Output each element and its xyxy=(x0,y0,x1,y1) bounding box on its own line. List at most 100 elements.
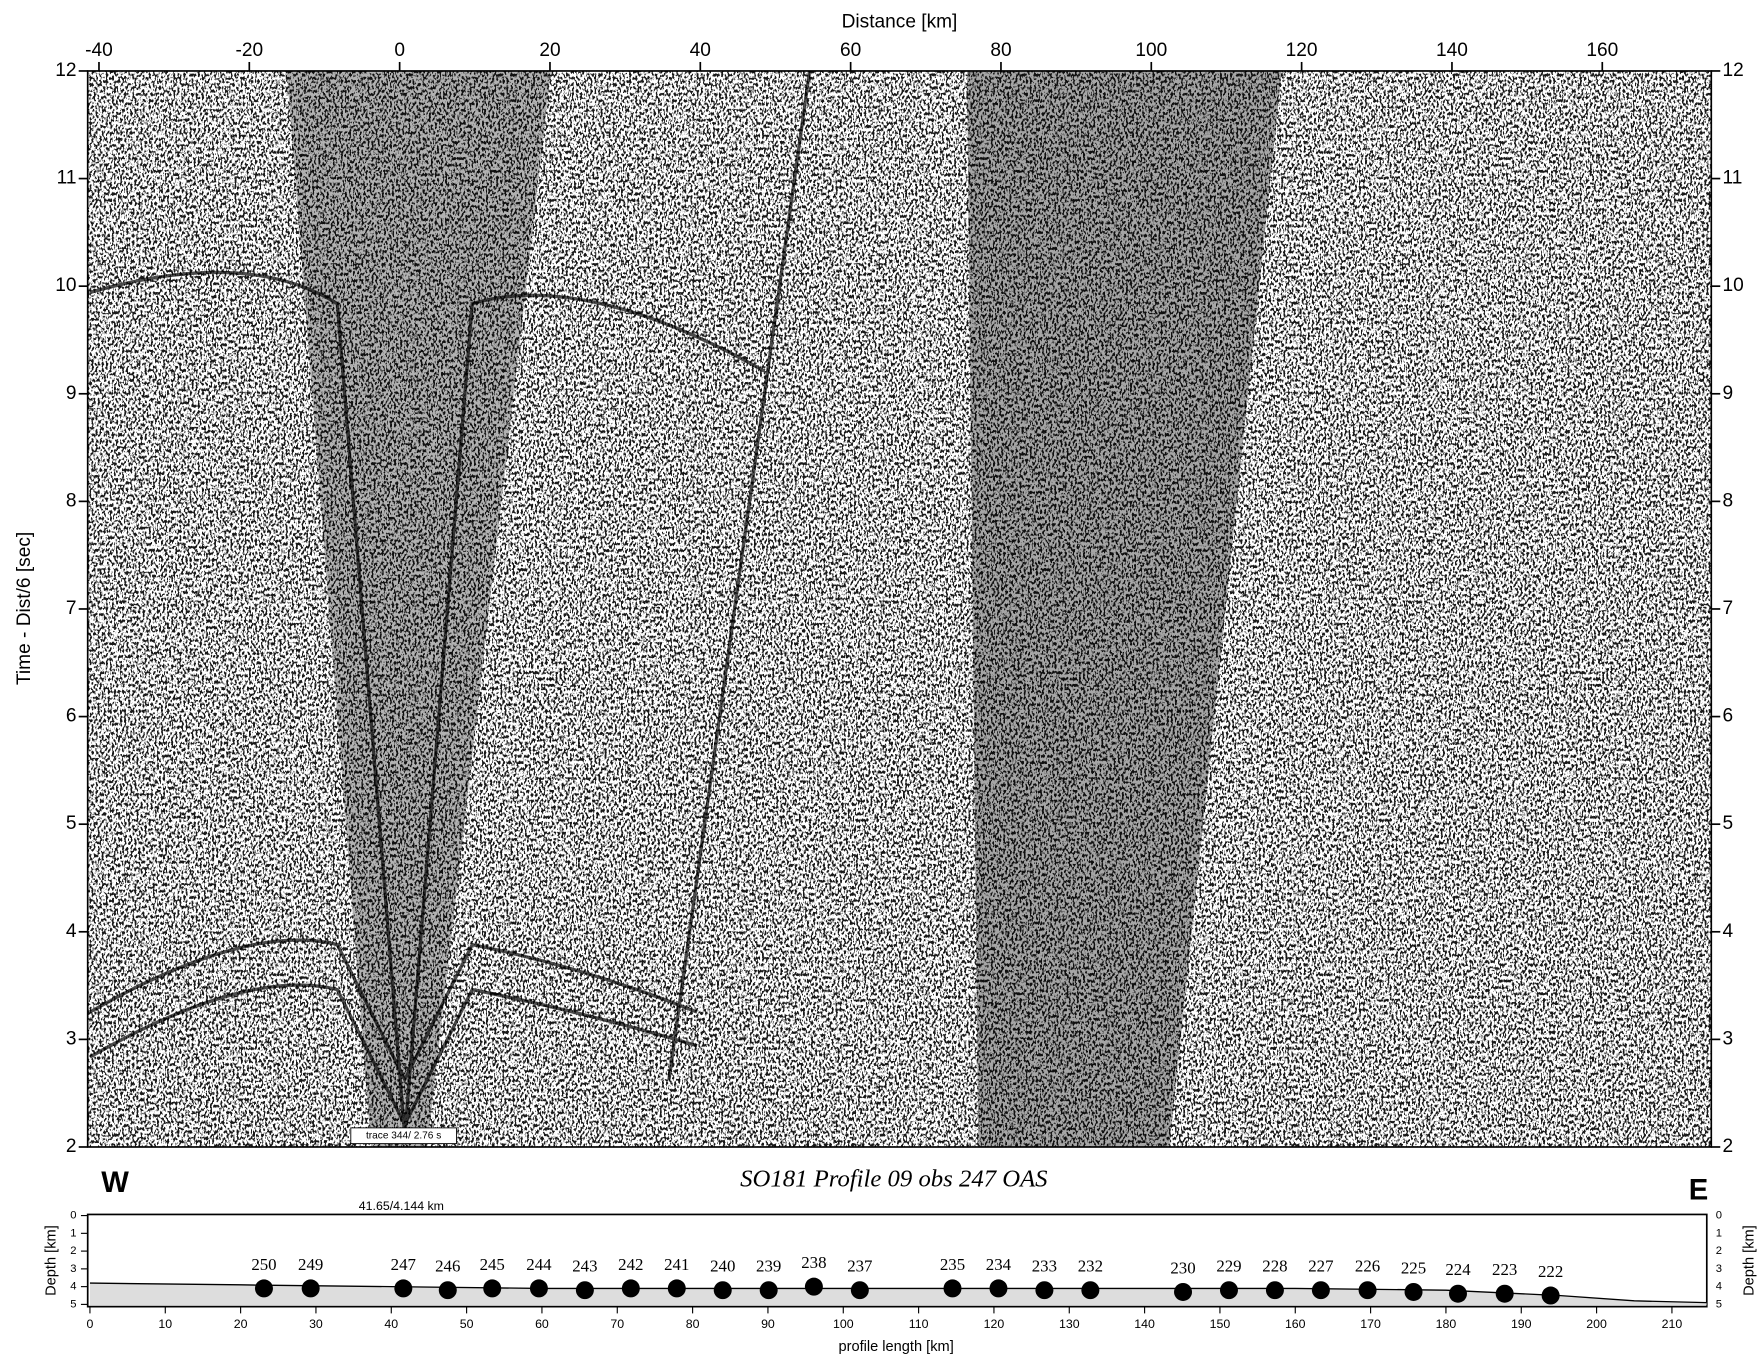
station-label: 228 xyxy=(1262,1257,1287,1276)
station xyxy=(621,1279,640,1298)
x-tick-label: 60 xyxy=(840,40,861,61)
station-label: 234 xyxy=(986,1255,1012,1274)
y-axis-label: Depth [km] xyxy=(44,1225,60,1296)
station-label: 237 xyxy=(847,1257,872,1276)
x-tick-label: 20 xyxy=(539,40,560,61)
x-tick-label: 90 xyxy=(761,1317,775,1331)
x-tick-label: 140 xyxy=(1436,40,1468,61)
station-label: 224 xyxy=(1445,1260,1471,1279)
y-tick-label: 2 xyxy=(1723,1136,1734,1157)
y-tick-label: 1 xyxy=(70,1227,76,1239)
station xyxy=(1219,1281,1238,1300)
x-tick-label: 190 xyxy=(1511,1317,1532,1331)
y-tick-label: 4 xyxy=(70,1281,76,1293)
x-tick-label: 170 xyxy=(1360,1317,1381,1331)
station xyxy=(1035,1281,1054,1300)
y-tick-label: 5 xyxy=(70,1298,76,1310)
station xyxy=(713,1281,732,1300)
y-tick-label: 8 xyxy=(1723,490,1734,511)
x-tick-label: 130 xyxy=(1059,1317,1080,1331)
station xyxy=(804,1277,823,1296)
east-label: E xyxy=(1689,1175,1709,1207)
y-tick-label: 1 xyxy=(1716,1227,1722,1239)
x-tick-label: 110 xyxy=(909,1317,929,1331)
y-tick-label: 9 xyxy=(1723,383,1734,404)
station-label: 245 xyxy=(480,1255,505,1274)
station-label: 229 xyxy=(1216,1257,1241,1276)
station-label: 235 xyxy=(940,1255,965,1274)
annotation: 41.65/4.144 km xyxy=(359,1199,444,1213)
y-tick-label: 5 xyxy=(1723,813,1734,834)
x-tick-label: -20 xyxy=(235,40,263,61)
station xyxy=(759,1281,778,1300)
y-tick-label: 0 xyxy=(1716,1210,1722,1222)
seismic-image xyxy=(87,70,1712,1147)
station xyxy=(1174,1282,1193,1301)
y-tick-label: 10 xyxy=(1723,275,1744,296)
station-label: 238 xyxy=(801,1253,826,1272)
station xyxy=(1265,1281,1284,1300)
x-tick-label: 20 xyxy=(234,1317,248,1331)
station xyxy=(943,1279,962,1298)
x-tick-label: 180 xyxy=(1436,1317,1457,1331)
y-tick-label: 3 xyxy=(1716,1263,1722,1275)
station-label: 249 xyxy=(298,1255,323,1274)
x-tick-label: 120 xyxy=(984,1317,1005,1331)
y-tick-label: 11 xyxy=(57,168,77,189)
y-tick-label: 12 xyxy=(1723,60,1744,81)
station xyxy=(1311,1281,1330,1300)
y-tick-label: 6 xyxy=(1723,706,1734,727)
y-tick-label: 3 xyxy=(70,1263,76,1275)
x-tick-label: 160 xyxy=(1285,1317,1306,1331)
station-label: 225 xyxy=(1401,1258,1426,1277)
y-tick-label: 5 xyxy=(66,813,77,834)
station xyxy=(667,1279,686,1298)
station xyxy=(1358,1281,1377,1300)
x-tick-label: 100 xyxy=(1135,40,1167,61)
y-axis-label: Depth [km] xyxy=(1741,1225,1757,1296)
x-tick-label: 200 xyxy=(1586,1317,1607,1331)
station-label: 242 xyxy=(618,1255,643,1274)
station-label: 223 xyxy=(1492,1260,1517,1279)
station xyxy=(529,1279,548,1298)
y-tick-label: 4 xyxy=(66,921,77,942)
x-tick-label: -40 xyxy=(85,40,113,61)
x-tick-label: 150 xyxy=(1210,1317,1231,1331)
y-axis-label: Time - Dist/6 [sec] xyxy=(14,532,35,685)
y-tick-label: 6 xyxy=(66,706,77,727)
station-label: 243 xyxy=(572,1257,597,1276)
x-tick-label: 40 xyxy=(384,1317,398,1331)
x-tick-label: 140 xyxy=(1134,1317,1155,1331)
station-label: 240 xyxy=(710,1257,735,1276)
station xyxy=(989,1279,1008,1298)
x-tick-label: 100 xyxy=(833,1317,854,1331)
y-tick-label: 4 xyxy=(1716,1281,1722,1293)
x-tick-label: 80 xyxy=(686,1317,700,1331)
station-label: 246 xyxy=(435,1257,460,1276)
station xyxy=(1541,1286,1560,1305)
station xyxy=(1495,1284,1514,1303)
x-tick-label: 0 xyxy=(87,1317,94,1331)
x-tick-label: 30 xyxy=(309,1317,323,1331)
x-tick-label: 80 xyxy=(990,40,1011,61)
y-tick-label: 8 xyxy=(66,490,77,511)
station xyxy=(254,1279,273,1298)
y-tick-label: 9 xyxy=(66,383,77,404)
station-label: 227 xyxy=(1308,1257,1333,1276)
station-label: 233 xyxy=(1032,1257,1057,1276)
x-tick-label: 210 xyxy=(1662,1317,1683,1331)
station-label: 232 xyxy=(1078,1257,1103,1276)
y-tick-label: 4 xyxy=(1723,921,1734,942)
x-tick-label: 40 xyxy=(690,40,711,61)
station-label: 241 xyxy=(664,1255,689,1274)
x-tick-label: 60 xyxy=(535,1317,549,1331)
y-tick-label: 5 xyxy=(1716,1298,1722,1310)
west-label: W xyxy=(101,1167,129,1199)
station xyxy=(1448,1284,1467,1303)
y-tick-label: 0 xyxy=(70,1210,76,1222)
y-tick-label: 7 xyxy=(66,598,77,619)
annotation-box xyxy=(350,1127,457,1145)
station xyxy=(850,1281,869,1300)
station-label: 239 xyxy=(756,1257,781,1276)
